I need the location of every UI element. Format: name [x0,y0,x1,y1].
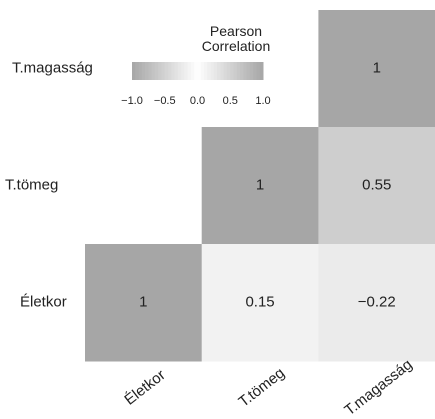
heatmap-cell [318,10,435,128]
colorbar-segment [151,62,156,80]
colorbar-segment [230,62,235,80]
colorbar-segment [161,62,166,80]
colorbar-tick-label: 0.0 [190,95,205,107]
colorbar-segment [236,62,241,80]
colorbar-segment [190,62,195,80]
colorbar-segment [243,62,248,80]
colorbar-segment [164,62,169,80]
colorbar-segment [246,62,251,80]
heatmap-cell [318,127,435,245]
colorbar-tick-label: 0.5 [223,95,238,107]
colorbar-segment [217,62,221,80]
y-tick-label: T.magasság [12,59,93,76]
colorbar-segment [171,62,176,80]
legend-title: Pearson Correlation [201,23,271,54]
cell-label: 0.15 [245,293,274,310]
colorbar-segment [148,62,153,80]
x-tick-label: Életkor [121,367,168,409]
colorbar-segment [158,62,162,80]
cell-label: −0.22 [358,293,396,310]
cell-label: 1 [139,293,147,310]
cell-label: 1 [256,176,264,193]
heatmap-cell [318,244,435,362]
y-tick-label: T.tömeg [5,176,58,193]
colorbar-segment [141,62,146,80]
x-tick-label: T.tömeg [235,364,288,410]
colorbar-segment [226,62,231,80]
colorbar-segment [184,62,189,80]
colorbar-segment [177,62,182,80]
colorbar-segment [174,62,179,80]
colorbar-segment [194,62,198,80]
heatmap-cell [201,244,319,362]
colorbar-segment [197,62,202,80]
colorbar-segment [253,62,257,80]
colorbar-segment [223,62,228,80]
colorbar-segment [168,62,172,80]
colorbar-segment [249,62,254,80]
colorbar-segment [145,62,149,80]
x-tick-label: T.magasság [341,356,415,419]
colorbar-segment [210,62,215,80]
colorbar-segment [200,62,205,80]
colorbar-segment [240,62,244,80]
colorbar-tick-label: −0.5 [154,95,176,107]
colorbar-tick-label: −1.0 [121,95,143,107]
colorbar-segment [181,62,185,80]
colorbar-segment [207,62,212,80]
heatmap-cell [201,127,319,245]
heatmap-cell [85,244,203,362]
colorbar-tick-label: 1.0 [255,95,270,107]
colorbar-segment [259,62,264,80]
colorbar-segment [135,62,140,80]
colorbar-segment [220,62,225,80]
cell-label: 1 [373,59,381,76]
y-tick-label: Életkor [20,293,67,310]
colorbar-segment [256,62,261,80]
cell-label: 0.55 [362,176,391,193]
colorbar-segment [132,62,136,80]
colorbar-segment [233,62,238,80]
colorbar-segment [154,62,159,80]
colorbar-segment [187,62,192,80]
colorbar-segment [204,62,208,80]
colorbar-segment [138,62,143,80]
colorbar-segment [213,62,218,80]
